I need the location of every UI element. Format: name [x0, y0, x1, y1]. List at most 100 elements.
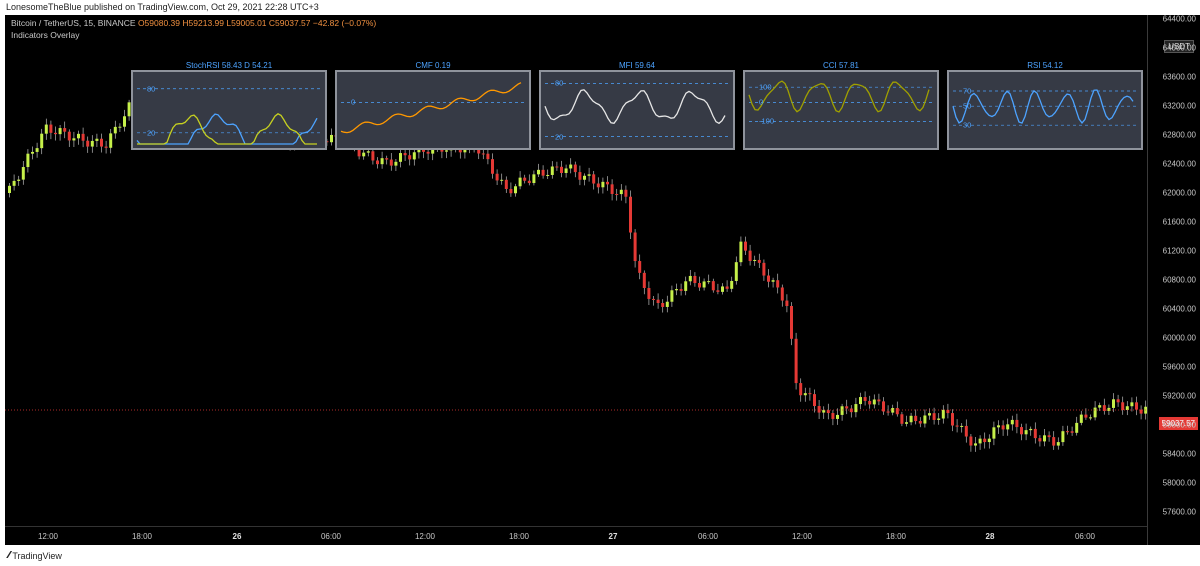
- panel-title: MFI 59.64: [618, 61, 655, 70]
- indicator-line: [952, 89, 1134, 124]
- indicator-line: [544, 89, 726, 125]
- candle-body: [26, 153, 30, 168]
- indicator-line: [748, 80, 930, 113]
- candle-body: [776, 280, 780, 288]
- stochrsi-panel[interactable]: StochRSI 58.43 D 54.21 80 20: [131, 61, 327, 150]
- candle-body: [1061, 431, 1065, 443]
- candle-body: [100, 138, 103, 147]
- price-label: 60000.00: [1162, 333, 1196, 343]
- candle-body: [583, 175, 586, 180]
- candle-body: [1135, 402, 1138, 410]
- candle-body: [366, 151, 370, 153]
- indicators-label[interactable]: Indicators Overlay: [11, 30, 80, 40]
- price-label: 58000.00: [1162, 478, 1196, 488]
- candle-body: [716, 290, 720, 292]
- candle-body: [656, 299, 660, 303]
- candle-body: [817, 406, 821, 413]
- time-label: 18:00: [885, 532, 907, 541]
- candle-body: [679, 289, 683, 291]
- candle-body: [385, 158, 389, 160]
- candle-body: [928, 413, 931, 416]
- candle-body: [564, 168, 568, 173]
- candle-body: [937, 418, 941, 420]
- candle-body: [918, 421, 922, 424]
- candle-body: [1015, 419, 1019, 428]
- candle-body: [67, 131, 71, 141]
- candle-body: [596, 183, 600, 188]
- candle-body: [40, 133, 44, 149]
- level-label: 0: [351, 97, 356, 107]
- symbol-name[interactable]: Bitcoin / TetherUS, 15, BINANCE: [11, 18, 136, 28]
- candle-body: [707, 281, 711, 283]
- candle-body: [997, 425, 1000, 428]
- mfi-panel[interactable]: MFI 59.64 80 20: [539, 61, 735, 150]
- candle-body: [17, 179, 21, 181]
- candle-body: [8, 185, 11, 193]
- candle-body: [1038, 438, 1042, 442]
- candle-body: [481, 153, 485, 155]
- tradingview-logo[interactable]: ⁄⁄ TradingView: [8, 550, 62, 561]
- price-axis[interactable]: USDT 59037.57 64400.00 64000.00 63600.00 63…: [1147, 15, 1200, 545]
- candle-body: [642, 272, 646, 288]
- price-label: 63200.00: [1162, 101, 1196, 111]
- candle-body: [523, 177, 527, 181]
- time-axis[interactable]: 12:00 18:00 26 06:00 12:00 18:00 27 06:00 12:00 1…: [5, 526, 1147, 545]
- candle-body: [403, 153, 407, 156]
- candle-body: [909, 415, 913, 423]
- candle-body: [647, 287, 651, 299]
- candle-body: [81, 133, 85, 141]
- candle-body: [509, 188, 513, 194]
- candle-body: [822, 410, 826, 413]
- candle-body: [615, 193, 619, 195]
- cmf-panel[interactable]: CMF 0.19 0: [335, 61, 531, 150]
- candle-body: [1121, 402, 1125, 410]
- candle-body: [826, 410, 830, 414]
- level-label: 70: [963, 86, 972, 96]
- candle-body: [592, 174, 596, 184]
- candle-body: [1125, 406, 1129, 410]
- candle-body: [362, 152, 366, 157]
- footer: ⁄⁄ TradingView: [0, 545, 1200, 566]
- candle-body: [983, 438, 987, 443]
- candle-body: [744, 241, 747, 251]
- candle-body: [629, 196, 632, 233]
- candle-body: [688, 275, 692, 282]
- candle-body: [376, 160, 379, 165]
- rsi-panel[interactable]: RSI 54.12 70 50 30: [947, 61, 1143, 150]
- candle-body: [532, 174, 536, 184]
- candle-body: [955, 425, 959, 427]
- candle-body: [799, 383, 803, 396]
- candle-body: [486, 153, 490, 160]
- candle-body: [882, 401, 885, 412]
- candle-body: [845, 406, 849, 409]
- candle-body: [854, 404, 858, 413]
- candle-body: [560, 166, 563, 173]
- level-label: 20: [147, 128, 156, 138]
- candle-body: [941, 409, 945, 419]
- candle-body: [537, 169, 540, 175]
- chart-area[interactable]: Bitcoin / TetherUS, 15, BINANCE O59080.3…: [5, 15, 1147, 545]
- cci-panel[interactable]: CCI 57.81 100 0 -100: [743, 61, 939, 150]
- candle-body: [900, 414, 904, 424]
- time-label: 18:00: [131, 532, 153, 541]
- candle-body: [399, 153, 402, 162]
- candle-body: [44, 124, 48, 134]
- candle-body: [1029, 428, 1033, 431]
- time-label: 26: [232, 532, 242, 541]
- symbol-legend: Bitcoin / TetherUS, 15, BINANCE O59080.3…: [11, 17, 376, 29]
- candle-body: [684, 281, 688, 291]
- candle-body: [21, 167, 25, 180]
- open-value: O59080.39: [137, 18, 181, 28]
- candle-body: [794, 338, 798, 384]
- candle-body: [330, 134, 333, 143]
- candle-body: [1107, 407, 1111, 411]
- currency-button[interactable]: USDT: [1164, 40, 1194, 53]
- time-label: 12:00: [791, 532, 813, 541]
- candle-body: [72, 138, 76, 141]
- time-label: 18:00: [508, 532, 530, 541]
- candle-body: [500, 179, 504, 181]
- price-label: 64400.00: [1162, 14, 1196, 24]
- indicator-plot: [748, 80, 933, 122]
- level-label: 50: [963, 101, 972, 111]
- panel-title: StochRSI 58.43 D 54.21: [185, 61, 273, 70]
